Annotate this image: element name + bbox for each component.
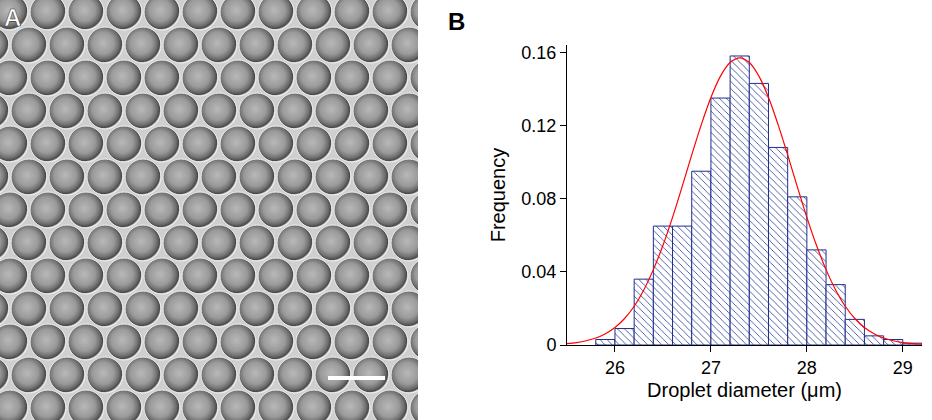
svg-text:Frequency: Frequency xyxy=(487,148,509,243)
svg-text:28: 28 xyxy=(797,358,817,378)
svg-text:27: 27 xyxy=(701,358,721,378)
svg-text:A: A xyxy=(4,4,21,31)
svg-text:0.04: 0.04 xyxy=(521,262,556,282)
svg-text:B: B xyxy=(448,8,465,35)
svg-text:29: 29 xyxy=(893,358,913,378)
svg-text:0: 0 xyxy=(546,335,556,355)
svg-text:0.08: 0.08 xyxy=(521,189,556,209)
svg-text:0.16: 0.16 xyxy=(521,43,556,63)
svg-text:Droplet diameter (μm): Droplet diameter (μm) xyxy=(647,379,842,401)
svg-text:26: 26 xyxy=(605,358,625,378)
svg-text:0.12: 0.12 xyxy=(521,116,556,136)
